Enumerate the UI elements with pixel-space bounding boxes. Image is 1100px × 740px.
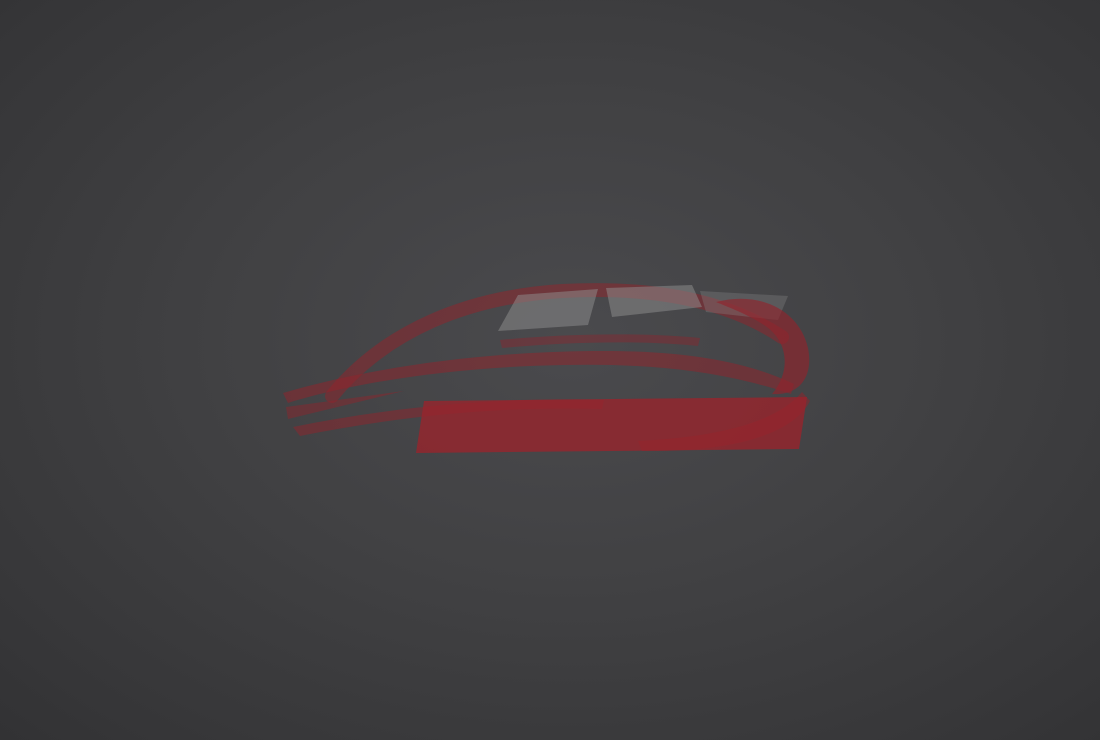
car-body-swoosh (283, 350, 794, 403)
car-front-wedge (286, 391, 404, 419)
car-roof-line (325, 283, 789, 403)
car-window (498, 289, 598, 331)
car-rear-fender (716, 298, 810, 395)
car-accent-line (500, 334, 700, 348)
car-window (606, 285, 702, 317)
watermark-car-silhouette (283, 283, 810, 452)
watermark-logo (283, 283, 810, 453)
watermark-banner (416, 397, 807, 453)
